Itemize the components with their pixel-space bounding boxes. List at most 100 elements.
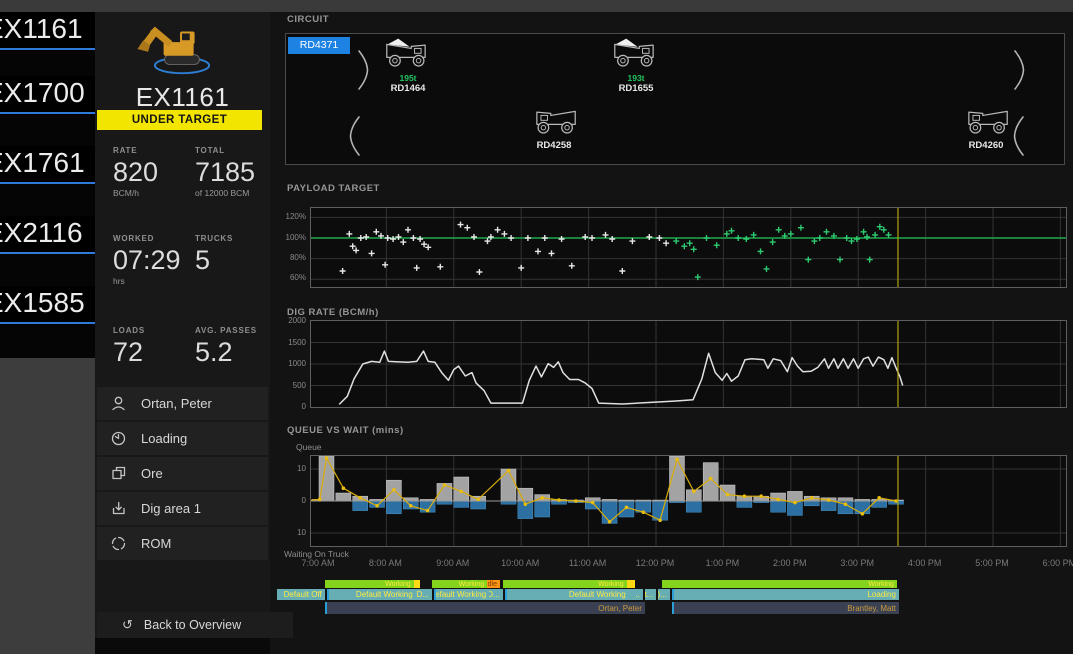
y-axis-tick: 0	[276, 402, 306, 411]
y-axis-tick: 1000	[276, 359, 306, 368]
info-row-ore[interactable]: Ore	[97, 457, 268, 490]
stat-value: 7185	[195, 157, 275, 187]
stat-group: LOADS72AVG. PASSES5.2	[113, 326, 263, 386]
shift-state-segment[interactable]: Working	[662, 580, 897, 588]
queue-section-title: QUEUE VS WAIT (mins)	[287, 425, 404, 436]
activity-segment[interactable]: t...	[645, 589, 656, 600]
shift-state-segment[interactable]	[627, 580, 635, 588]
y-axis-tick: 60%	[276, 273, 306, 282]
circuit-truck-rd1464[interactable]: 195tRD1464	[363, 37, 453, 94]
circuit-direction-chevron[interactable]	[348, 114, 362, 158]
timeline-segment-label: D...	[489, 589, 499, 600]
truck-icon	[612, 37, 660, 68]
back-to-overview-button[interactable]: ↺ Back to Overview	[97, 612, 293, 638]
timeline-segment-label: Default Working	[434, 589, 486, 600]
activity-segment[interactable]: )...	[658, 589, 669, 600]
stat-label: TRUCKS	[195, 234, 275, 243]
circuit-truck-rd1655[interactable]: 193tRD1655	[591, 37, 681, 94]
sidebar-item-ex1585[interactable]: EX1585	[0, 286, 95, 324]
time-axis-label: 1:00 PM	[692, 558, 752, 568]
stat-label: LOADS	[113, 326, 193, 335]
rom-icon	[110, 535, 127, 552]
time-axis-label: 4:00 PM	[895, 558, 955, 568]
time-axis-label: 3:00 PM	[827, 558, 887, 568]
shift-state-segment[interactable]: Working	[325, 580, 414, 588]
info-row-rom[interactable]: ROM	[97, 527, 268, 560]
timeline-segment-label: Ortan, Peter	[598, 602, 642, 614]
shift-state-segment[interactable]: Idle	[487, 580, 500, 588]
sidebar-item-label: EX1761	[0, 147, 85, 178]
timeline-segment-label: Working	[598, 580, 624, 588]
window-topbar	[0, 0, 1073, 12]
stat-loads: LOADS72	[113, 326, 193, 367]
excavator-list-empty-area	[0, 358, 95, 654]
y-axis-tick: 80%	[276, 253, 306, 262]
sidebar-item-ex1161[interactable]: EX1161	[0, 12, 95, 50]
timeline-segment-label: Default Working	[569, 589, 626, 600]
truck-icon	[962, 104, 1010, 135]
timeline-segment-label: Brantley, Matt	[847, 602, 896, 614]
y-axis-tick: 500	[276, 381, 306, 390]
shift-state-segment[interactable]: Working	[503, 580, 627, 588]
panel-footer	[95, 638, 270, 654]
sidebar-item-ex1761[interactable]: EX1761	[0, 146, 95, 184]
y-axis-tick: 100%	[276, 233, 306, 242]
operator-segment[interactable]: Ortan, Peter	[325, 602, 645, 614]
timeline-segment-label: Working	[459, 580, 485, 588]
timeline-segment-label: t...	[645, 589, 653, 600]
excavator-icon	[132, 16, 232, 78]
circuit-selected-truck-tab[interactable]: RD4371	[288, 37, 350, 54]
activity-segment[interactable]: Default Off	[277, 589, 325, 600]
dig-area-icon	[110, 500, 127, 517]
activity-segment[interactable]: ..	[629, 589, 643, 600]
stat-avg-passes: AVG. PASSES 5.2	[195, 326, 275, 367]
activity-segment[interactable]: Loading	[672, 589, 899, 600]
activity-segment[interactable]: D...	[489, 589, 502, 600]
activity-segment[interactable]: Default Working	[327, 589, 416, 600]
timeline-segment-label: D...	[416, 589, 428, 600]
sidebar-item-ex1700[interactable]: EX1700	[0, 76, 95, 114]
circuit-panel: RD4371 195tRD1464 193tRD1655 RD4258 RD42…	[285, 33, 1065, 165]
circuit-truck-rd4260[interactable]: RD4260	[941, 104, 1031, 151]
dig-rate-chart	[310, 320, 1067, 408]
info-row-clock[interactable]: Loading	[97, 422, 268, 455]
stat-label: AVG. PASSES	[195, 326, 275, 335]
truck-payload: 193t	[591, 73, 681, 83]
timeline-segment-label: Idle	[487, 580, 497, 588]
shift-state-segment[interactable]	[414, 580, 421, 588]
stat-value: 5.2	[195, 337, 275, 367]
shift-state-segment[interactable]: Working	[432, 580, 487, 588]
info-row-dig-area[interactable]: Dig area 1	[97, 492, 268, 525]
activity-segment[interactable]: Default Working	[434, 589, 489, 600]
person-icon	[110, 395, 127, 412]
stat-sub: hrs	[113, 276, 193, 286]
stat-value: 07:29	[113, 245, 193, 275]
time-axis-label: 11:00 AM	[558, 558, 618, 568]
y-axis-tick: 120%	[276, 212, 306, 221]
excavator-title: EX1161	[95, 82, 270, 113]
sidebar-item-ex2116[interactable]: EX2116	[0, 216, 95, 254]
stat-label: WORKED	[113, 234, 193, 243]
info-list: Ortan, PeterLoadingOreDig area 1ROM	[97, 387, 268, 560]
time-axis-label: 10:00 AM	[490, 558, 550, 568]
y-axis-tick: 0	[276, 496, 306, 505]
operator-segment[interactable]: Brantley, Matt	[672, 602, 899, 614]
circuit-direction-chevron[interactable]	[1012, 48, 1026, 92]
stat-group: WORKED07:29hrsTRUCKS5	[113, 234, 263, 294]
info-row-person[interactable]: Ortan, Peter	[97, 387, 268, 420]
payload-section-title: PAYLOAD TARGET	[287, 183, 380, 194]
timeline-segment-label: Default Working	[356, 589, 413, 600]
y-axis-tick: 10	[276, 528, 306, 537]
activity-segment[interactable]: D...	[416, 589, 432, 600]
truck-payload: 195t	[363, 73, 453, 83]
stat-sub: BCM/h	[113, 188, 193, 198]
time-axis-label: 12:00 PM	[625, 558, 685, 568]
y-axis-tick: 1500	[276, 338, 306, 347]
truck-name: RD1655	[591, 83, 681, 94]
back-label: Back to Overview	[144, 618, 241, 632]
stat-label: TOTAL	[195, 146, 275, 155]
truck-name: RD4258	[509, 140, 599, 151]
activity-segment[interactable]: Default Working	[505, 589, 629, 600]
time-axis-label: 6:00 PM	[1029, 558, 1073, 568]
circuit-truck-rd4258[interactable]: RD4258	[509, 104, 599, 151]
